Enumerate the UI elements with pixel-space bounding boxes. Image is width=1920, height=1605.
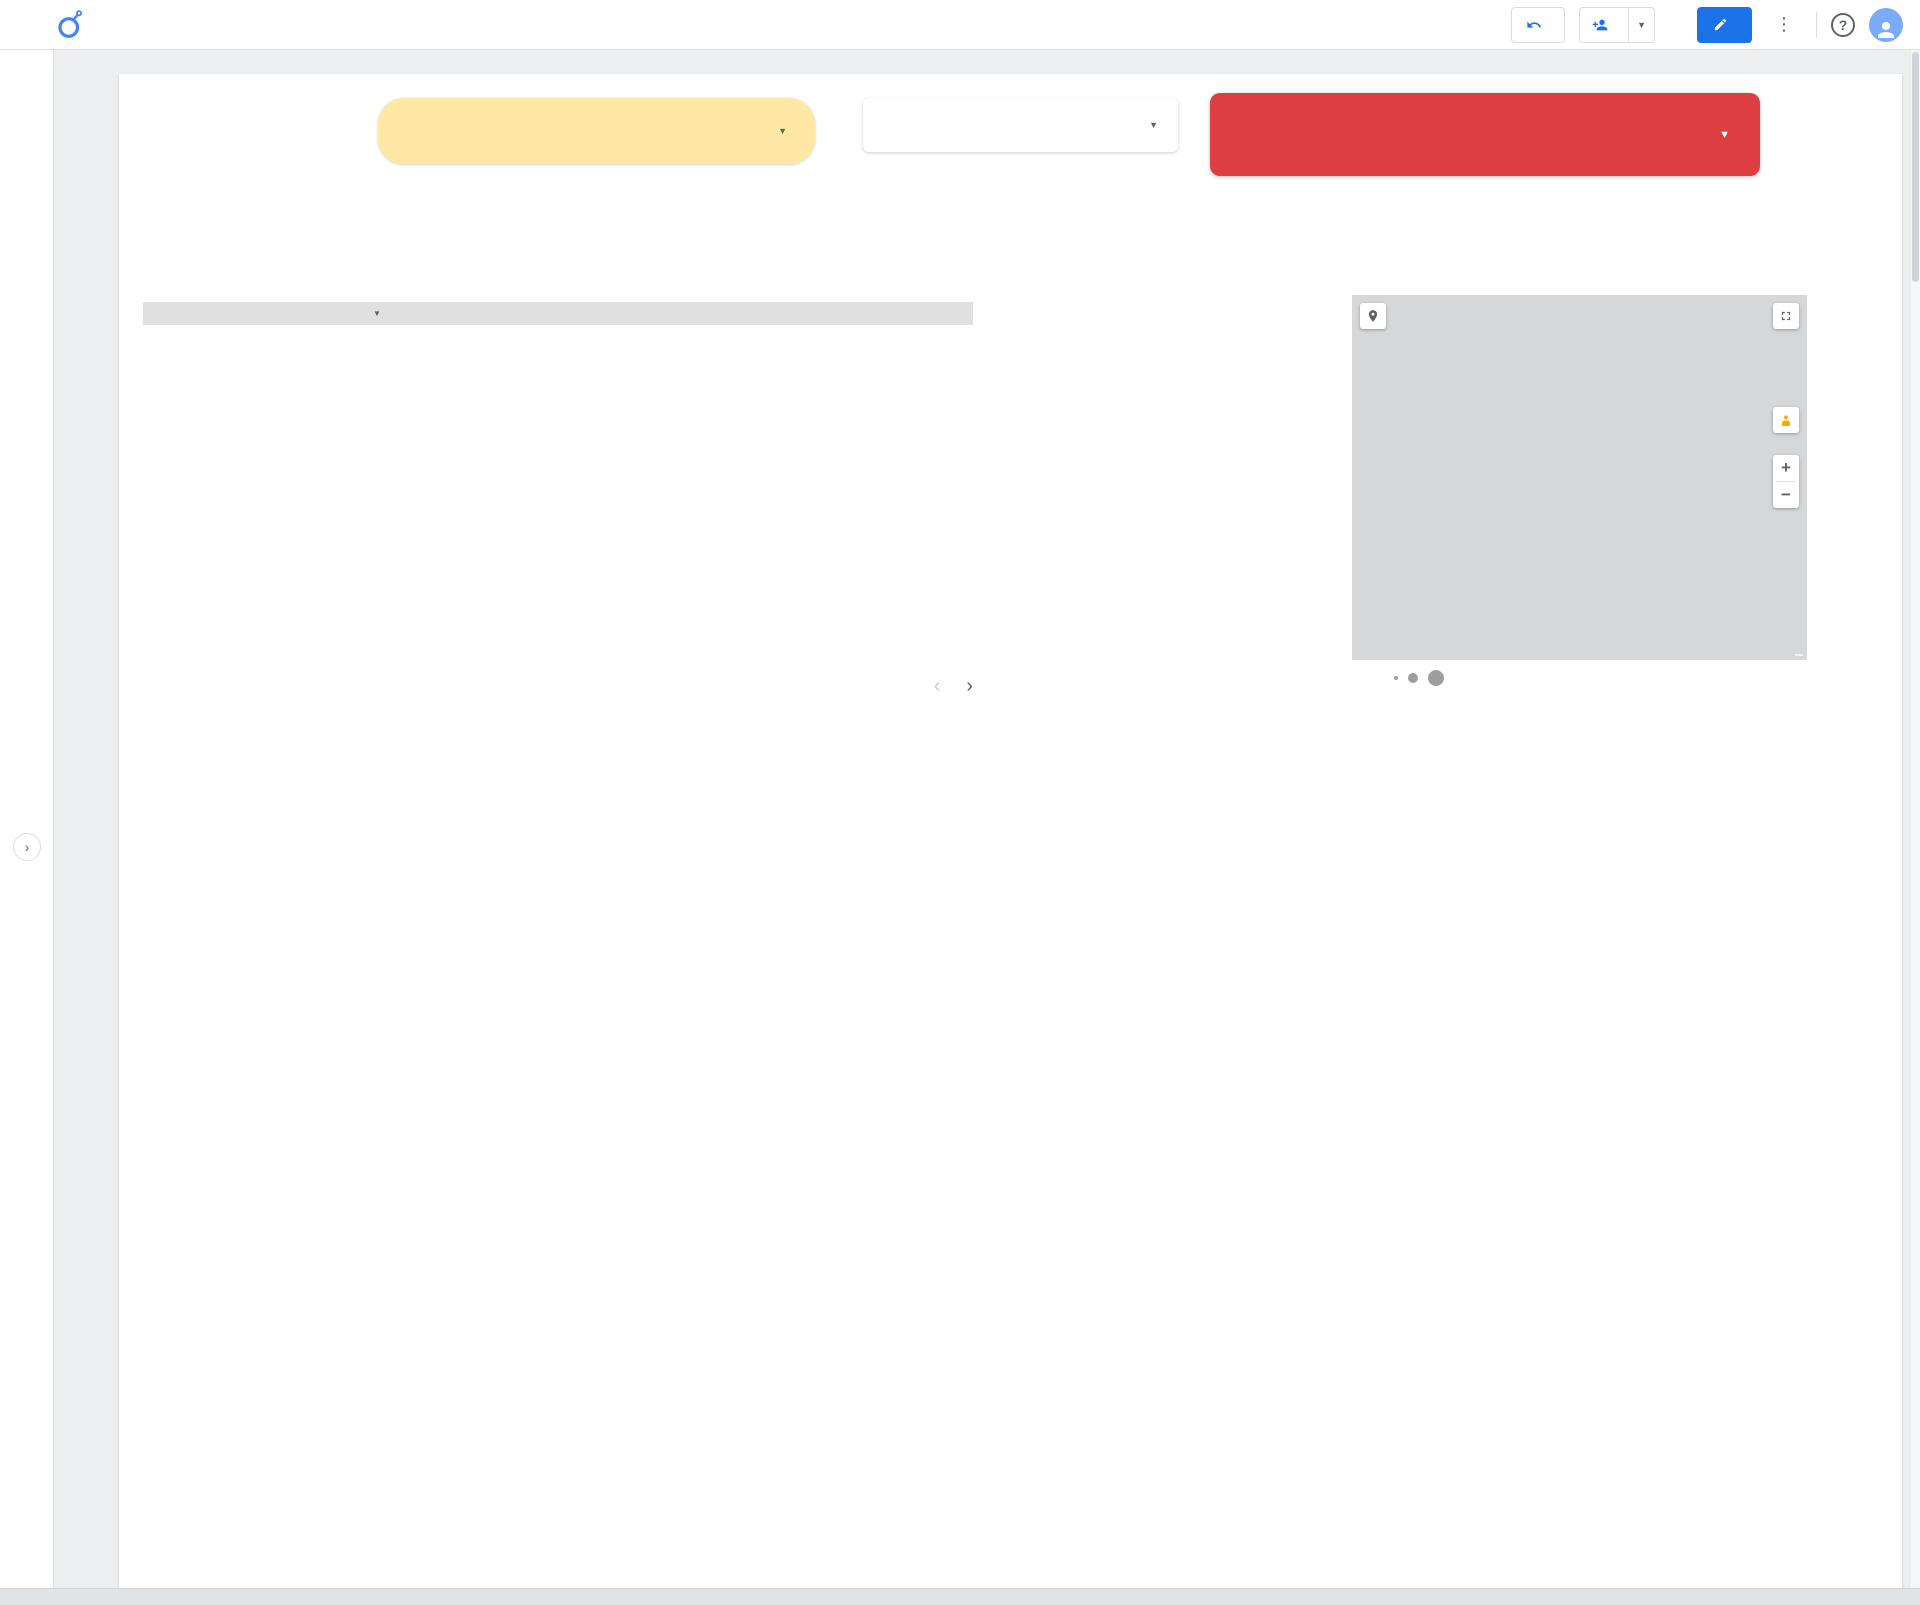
campaign-type-filter[interactable]: ▼: [863, 98, 1178, 152]
scale-dot-large: [1428, 670, 1444, 686]
pagination-next-icon[interactable]: ›: [966, 675, 973, 697]
page-navigation-sidebar: ›: [0, 50, 54, 1588]
map-bubble-scale: [1362, 670, 1454, 686]
share-button-group: ▼: [1579, 6, 1655, 43]
fullscreen-icon: [1781, 311, 1791, 321]
date-range-picker[interactable]: ▼: [1210, 93, 1760, 176]
campaign-table-header: ▼: [143, 302, 973, 325]
undo-icon: [1527, 21, 1542, 28]
brand-logo: [143, 89, 347, 171]
zoom-out-button[interactable]: −: [1781, 485, 1791, 504]
share-dropdown-caret[interactable]: ▼: [1628, 7, 1654, 42]
map-pin-icon: [1368, 310, 1378, 322]
share-button[interactable]: [1580, 8, 1628, 42]
clicks-chart[interactable]: [1040, 1100, 1800, 1575]
vertical-scrollbar: [1911, 50, 1920, 1588]
cost-chart-legend: [143, 720, 990, 744]
help-icon[interactable]: ?: [1831, 12, 1855, 37]
cpc-chart[interactable]: [143, 1105, 990, 1585]
chevron-down-icon: ▼: [1149, 120, 1158, 130]
person-add-icon: [1592, 19, 1608, 30]
geo-map[interactable]: + −: [1352, 295, 1807, 660]
report-page: ▼ ▼ ▼ ▼ ‹ ›: [119, 74, 1902, 1588]
toolbar-divider: [1816, 11, 1817, 38]
clicks-chart-legend: [1040, 1100, 1800, 1124]
reset-button[interactable]: [1511, 6, 1566, 43]
campaign-filter[interactable]: ▼: [378, 98, 815, 164]
looker-studio-icon: [58, 9, 83, 38]
report-canvas: ▼ ▼ ▼ ▼ ‹ ›: [55, 50, 1920, 1588]
campaign-table: ▼: [143, 302, 973, 325]
map-zoom-control: + −: [1773, 455, 1799, 508]
cpc-chart-legend: [143, 1105, 990, 1129]
campaign-type-pie-chart[interactable]: [967, 350, 1223, 606]
map-fullscreen-button[interactable]: [1773, 303, 1799, 329]
edit-button[interactable]: [1697, 6, 1752, 43]
chevron-down-icon: ▼: [778, 126, 787, 136]
zoom-in-button[interactable]: +: [1781, 458, 1791, 477]
sort-column-conversions[interactable]: ▼: [368, 309, 381, 318]
scale-dot-small: [1394, 676, 1398, 680]
pagination-prev-icon[interactable]: ‹: [933, 675, 941, 697]
scrollbar-thumb[interactable]: [1912, 52, 1919, 282]
conversions-chart-legend: [1040, 726, 1800, 750]
cost-chart[interactable]: [143, 720, 990, 1090]
sort-arrow-icon: ▼: [373, 309, 381, 318]
top-bar: ▼ ⋮ ?: [0, 0, 1920, 50]
chevron-down-icon: ▼: [1719, 128, 1730, 141]
map-pegman-button[interactable]: [1773, 407, 1799, 433]
map-attribution: [1795, 654, 1803, 656]
scale-dot-medium: [1408, 673, 1418, 683]
pegman-icon: [1782, 415, 1790, 426]
pencil-icon: [1714, 18, 1727, 31]
sidebar-expand-chevron-icon[interactable]: ›: [13, 833, 41, 861]
avatar[interactable]: [1869, 7, 1903, 42]
status-footer: [0, 1588, 1920, 1605]
table-pagination: ‹ ›: [802, 675, 973, 698]
more-options-icon[interactable]: ⋮: [1775, 14, 1793, 34]
conversions-chart[interactable]: [1040, 726, 1800, 1090]
map-layers-button[interactable]: [1360, 303, 1386, 329]
